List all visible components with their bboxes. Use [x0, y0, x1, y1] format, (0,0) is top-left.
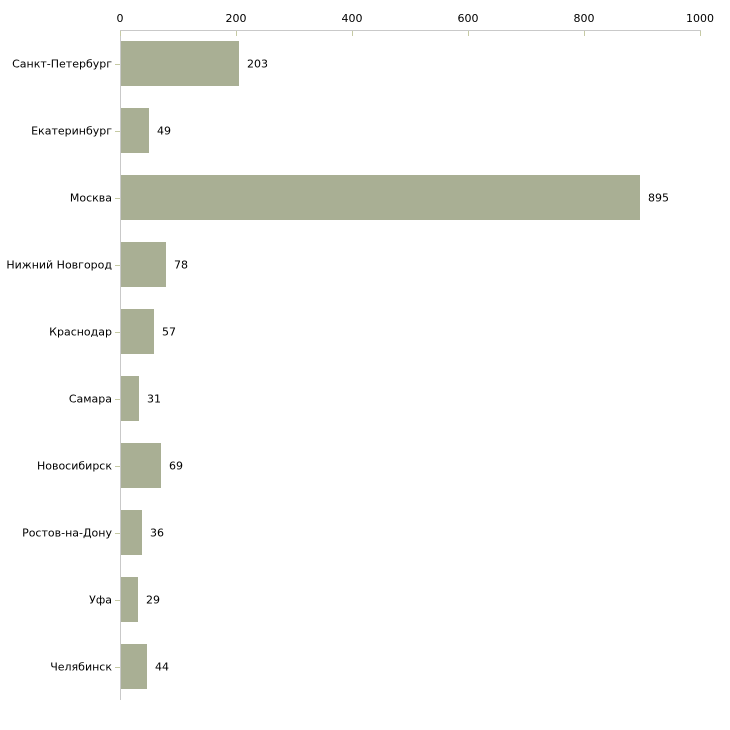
value-label: 31 [147, 392, 161, 405]
x-axis-tick-mark [120, 31, 121, 36]
x-axis-tick-label: 200 [225, 12, 247, 25]
bar-4 [121, 242, 166, 287]
x-axis-tick-label: 800 [573, 12, 595, 25]
y-axis-line [120, 30, 121, 700]
x-axis-tick-label: 0 [116, 12, 124, 25]
bar-9 [121, 577, 138, 622]
bar-1 [121, 41, 239, 86]
x-axis-line [120, 30, 701, 31]
y-axis-tick-mark [115, 600, 120, 601]
category-label: Нижний Новгород [6, 258, 112, 271]
x-axis-tick-mark [468, 31, 469, 36]
y-axis-tick-mark [115, 667, 120, 668]
category-label: Санкт-Петербург [12, 57, 112, 70]
bar-5 [121, 309, 154, 354]
bar-10 [121, 644, 147, 689]
value-label: 203 [247, 57, 268, 70]
y-axis-tick-mark [115, 533, 120, 534]
x-axis-tick-label: 600 [457, 12, 479, 25]
value-label: 29 [146, 593, 160, 606]
x-axis-tick-label: 1000 [686, 12, 714, 25]
x-axis-tick-label: 400 [341, 12, 363, 25]
bar-7 [121, 443, 161, 488]
bar-8 [121, 510, 142, 555]
bar-6 [121, 376, 139, 421]
y-axis-tick-mark [115, 64, 120, 65]
y-axis-tick-mark [115, 399, 120, 400]
x-axis-tick-mark [236, 31, 237, 36]
category-label: Екатеринбург [31, 124, 112, 137]
category-label: Уфа [89, 593, 112, 606]
value-label: 49 [157, 124, 171, 137]
category-label: Челябинск [50, 660, 112, 673]
value-label: 44 [155, 660, 169, 673]
y-axis-tick-mark [115, 332, 120, 333]
y-axis-tick-mark [115, 466, 120, 467]
category-label: Краснодар [49, 325, 112, 338]
category-label: Самара [68, 392, 112, 405]
y-axis-tick-mark [115, 198, 120, 199]
category-label: Новосибирск [36, 459, 112, 472]
bar-2 [121, 108, 149, 153]
bar-3 [121, 175, 640, 220]
x-axis-tick-mark [700, 31, 701, 36]
category-label: Ростов-на-Дону [22, 526, 112, 539]
value-label: 36 [150, 526, 164, 539]
x-axis-tick-mark [584, 31, 585, 36]
category-label: Москва [69, 191, 112, 204]
value-label: 895 [648, 191, 669, 204]
y-axis-tick-mark [115, 265, 120, 266]
value-label: 57 [162, 325, 176, 338]
value-label: 78 [174, 258, 188, 271]
value-label: 69 [169, 459, 183, 472]
y-axis-tick-mark [115, 131, 120, 132]
x-axis-tick-mark [352, 31, 353, 36]
